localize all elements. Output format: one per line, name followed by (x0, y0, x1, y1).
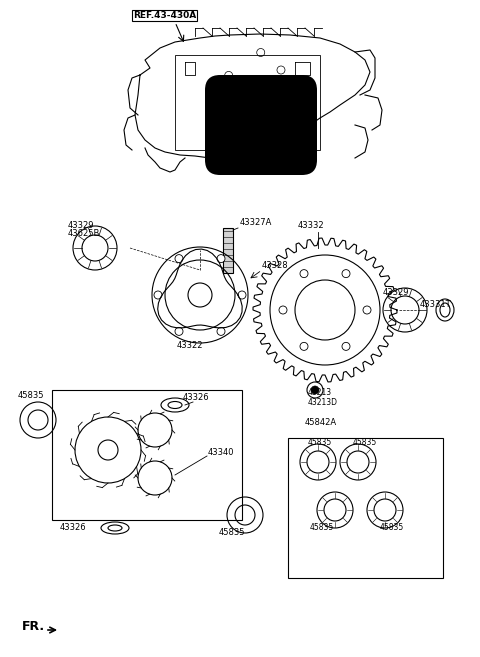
Text: 45835: 45835 (353, 438, 377, 447)
Circle shape (217, 255, 225, 263)
Text: FR.: FR. (22, 620, 45, 633)
Text: 43328: 43328 (262, 261, 288, 270)
Text: 43213
43213D: 43213 43213D (308, 388, 338, 407)
Text: 43625B: 43625B (68, 229, 100, 238)
Bar (223, 228, 233, 273)
Text: 45835: 45835 (219, 528, 245, 537)
Circle shape (238, 291, 246, 299)
Text: 45835: 45835 (310, 523, 334, 532)
Text: 45835: 45835 (18, 391, 45, 400)
Circle shape (175, 255, 183, 263)
Text: 43322: 43322 (177, 341, 203, 350)
Text: 43327A: 43327A (240, 218, 272, 227)
FancyBboxPatch shape (205, 75, 317, 175)
Text: 45835: 45835 (380, 523, 404, 532)
Circle shape (217, 327, 225, 335)
Text: 45835: 45835 (308, 438, 332, 447)
Text: 43340: 43340 (208, 448, 235, 457)
Circle shape (175, 327, 183, 335)
Bar (175, 55, 320, 150)
Text: 43329: 43329 (68, 221, 95, 230)
Text: 43326: 43326 (60, 523, 86, 532)
Circle shape (311, 386, 319, 394)
Text: 43329: 43329 (383, 288, 409, 297)
Text: REF.43-430A: REF.43-430A (133, 11, 196, 20)
Text: 43331T: 43331T (420, 300, 452, 309)
Text: 45842A: 45842A (305, 418, 337, 427)
Bar (288, 438, 443, 578)
Text: 43332: 43332 (298, 221, 324, 230)
Circle shape (154, 291, 162, 299)
Text: 43326: 43326 (183, 393, 210, 402)
Polygon shape (212, 80, 305, 163)
Bar (52, 390, 242, 520)
